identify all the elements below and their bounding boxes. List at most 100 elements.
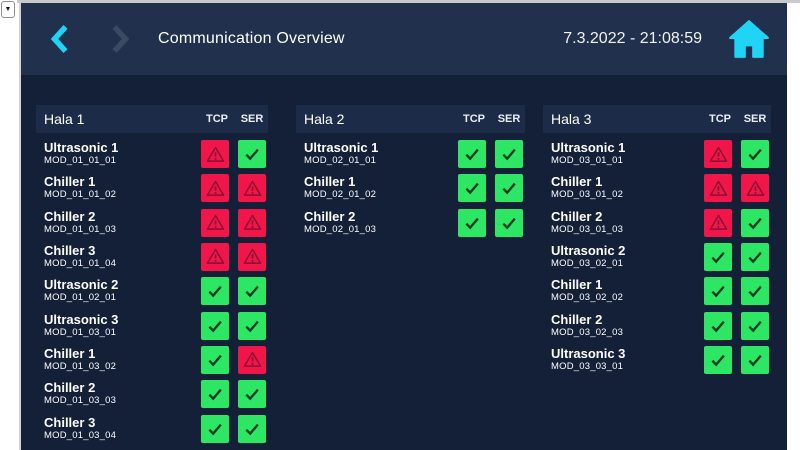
device-text: Chiller 2 MOD_01_03_03 [44,380,194,406]
warning-icon [206,214,224,231]
forward-button[interactable] [101,17,139,61]
combo-arrow-button[interactable]: ▼ [1,1,15,18]
device-module: MOD_02_01_02 [304,189,377,201]
device-row: Chiller 1 MOD_03_02_02 [543,277,771,311]
warning-icon [206,146,224,162]
check-icon [245,320,259,333]
ser-status [741,311,769,340]
device-name: Chiller 3 [44,242,96,258]
check-icon [748,217,762,230]
tcp-status [704,242,732,271]
check-icon [748,251,762,264]
device-name: Ultrasonic 1 [44,140,119,155]
device-module: MOD_03_02_01 [551,257,624,269]
check-icon [711,251,725,264]
column-title: Hala 3 [551,111,592,127]
device-row: Chiller 2 MOD_03_01_03 [543,208,771,243]
home-icon [729,20,769,58]
device-module: MOD_03_01_02 [551,189,624,201]
tcp-status [704,140,732,168]
check-icon [748,286,762,298]
check-icon [502,183,516,195]
device-text: Ultrasonic 3 MOD_03_03_01 [551,346,697,372]
column-header: Hala 1 TCP SER [36,105,268,133]
device-name: Chiller 1 [44,345,96,361]
back-chevron-icon [50,25,68,53]
tcp-status [201,380,229,409]
device-text: Chiller 1 MOD_02_01_02 [304,174,451,200]
device-row: Ultrasonic 2 MOD_03_02_01 [543,242,771,277]
hall-column: Hala 3 TCP SER Ultrasonic 1 MOD_03_01_01 [543,105,771,380]
tcp-label: TCP [463,113,485,125]
device-row: Chiller 1 MOD_03_01_02 [543,174,771,208]
device-module: MOD_01_03_02 [44,360,117,372]
warning-icon [243,352,261,368]
tcp-status [201,174,229,203]
device-row: Chiller 1 MOD_01_01_02 [36,174,268,208]
device-text: Chiller 1 MOD_01_01_02 [44,174,194,200]
warning-icon [709,146,727,162]
device-text: Ultrasonic 1 MOD_02_01_01 [304,140,451,166]
tcp-status [704,311,732,340]
ser-status [495,174,523,203]
device-module: MOD_01_03_03 [44,395,117,407]
device-row: Chiller 1 MOD_01_03_02 [36,345,268,380]
ser-status [741,277,769,306]
check-icon [748,320,762,333]
device-row: Chiller 1 MOD_02_01_02 [296,174,525,208]
back-button[interactable] [41,17,79,61]
device-module: MOD_01_01_02 [44,189,117,201]
ser-status [495,140,523,168]
datetime: 7.3.2022 - 21:08:59 [563,30,702,47]
device-text: Chiller 1 MOD_01_03_02 [44,346,194,372]
device-text: Chiller 2 MOD_01_01_03 [44,209,194,235]
tcp-status [458,174,486,203]
warning-icon [746,180,764,196]
tcp-status [458,208,486,237]
device-name: Chiller 2 [304,208,356,224]
page-title: Communication Overview [158,30,345,47]
check-icon [245,423,259,436]
tcp-status [458,140,486,168]
device-row: Chiller 2 MOD_02_01_03 [296,208,525,243]
device-name: Chiller 2 [44,380,96,396]
device-name: Chiller 1 [551,174,603,190]
device-module: MOD_03_02_03 [551,326,624,338]
device-name: Chiller 2 [44,208,96,224]
device-rows: Ultrasonic 1 MOD_01_01_01 C [36,140,268,449]
column-title: Hala 1 [44,111,85,127]
device-row: Ultrasonic 2 MOD_01_02_01 [36,277,268,311]
column-header: Hala 3 TCP SER [543,105,771,133]
ser-status [238,140,266,168]
check-icon [465,148,479,161]
warning-icon [206,180,224,196]
ser-status [741,345,769,374]
ser-status [238,414,266,443]
ser-status [238,277,266,306]
tcp-status [201,277,229,306]
device-name: Chiller 1 [44,174,96,190]
ser-status [741,208,769,237]
check-icon [208,389,222,401]
device-module: MOD_01_01_03 [44,223,117,235]
device-rows: Ultrasonic 1 MOD_02_01_01 C [296,140,525,243]
check-icon [465,183,479,195]
check-icon [748,148,762,161]
device-name: Chiller 3 [44,414,96,430]
home-button[interactable] [727,18,771,60]
device-module: MOD_01_03_01 [44,326,117,338]
hall-column: Hala 2 TCP SER Ultrasonic 1 MOD_02_01_01 [296,105,525,243]
tcp-status [201,208,229,237]
tcp-status [201,140,229,168]
device-text: Chiller 2 MOD_03_02_03 [551,312,697,338]
device-text: Chiller 3 MOD_01_03_04 [44,415,194,441]
warning-icon [243,180,261,196]
device-text: Chiller 1 MOD_03_01_02 [551,174,697,200]
check-icon [502,148,516,161]
check-icon [208,423,222,436]
device-name: Chiller 1 [551,277,603,293]
header-bar: Communication Overview 7.3.2022 - 21:08:… [21,3,787,75]
columns: Hala 1 TCP SER Ultrasonic 1 MOD_01_01_01 [21,3,787,450]
device-row: Ultrasonic 3 MOD_03_03_01 [543,345,771,380]
device-text: Ultrasonic 1 MOD_01_01_01 [44,140,194,166]
